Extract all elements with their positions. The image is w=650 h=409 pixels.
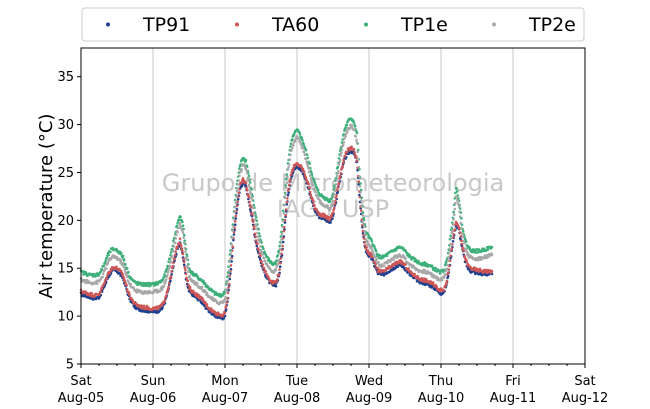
x-tick-date: Aug-12: [562, 391, 609, 406]
legend-label-ta60: TA60: [271, 14, 319, 36]
x-tick-date: Aug-06: [130, 391, 177, 406]
x-tick-day: Wed: [355, 374, 383, 389]
y-tick-label: 35: [57, 70, 74, 85]
watermark-line-1: Grupo de Micrometeorologia: [162, 169, 504, 197]
x-tick-date: Aug-05: [58, 391, 105, 406]
x-tick-day: Mon: [211, 374, 238, 389]
x-tick-day: Tue: [285, 374, 308, 389]
legend: TP91 TA60 TP1e TP2e: [81, 7, 585, 42]
y-tick-label: 15: [57, 262, 74, 277]
x-tick-day: Fri: [505, 374, 521, 389]
y-tick-label: 20: [57, 214, 74, 229]
legend-label-tp91: TP91: [142, 14, 190, 36]
x-tick-day: Sat: [70, 374, 91, 389]
y-tick-label: 10: [57, 310, 74, 325]
x-tick-date: Aug-09: [346, 391, 393, 406]
x-tick-date: Aug-10: [418, 391, 465, 406]
legend-frame: [81, 7, 585, 42]
legend-marker-tp2e: [492, 22, 496, 27]
x-tick-date: Aug-11: [490, 391, 537, 406]
legend-marker-ta60: [235, 22, 239, 27]
y-axis: 5 10 15 20 25 30 35: [57, 70, 81, 373]
vertical-grid: [152, 48, 514, 364]
y-tick-label: 25: [57, 166, 74, 181]
legend-marker-tp91: [106, 22, 110, 27]
legend-label-tp1e: TP1e: [400, 14, 448, 36]
x-tick-date: Aug-07: [202, 391, 249, 406]
x-tick-date: Aug-08: [274, 391, 321, 406]
x-axis: Sat Aug-05 Sun Aug-06 Mon Aug-07 Tue Aug-08 Wed A…: [58, 364, 609, 406]
x-tick-day: Sat: [574, 374, 595, 389]
y-axis-label: Air temperature (°C): [36, 114, 57, 299]
legend-marker-tp1e: [364, 22, 368, 27]
x-tick-day: Sun: [141, 374, 166, 389]
x-tick-day: Thu: [428, 374, 453, 389]
y-tick-label: 5: [66, 358, 74, 373]
y-tick-label: 30: [57, 118, 74, 133]
legend-label-tp2e: TP2e: [528, 14, 576, 36]
